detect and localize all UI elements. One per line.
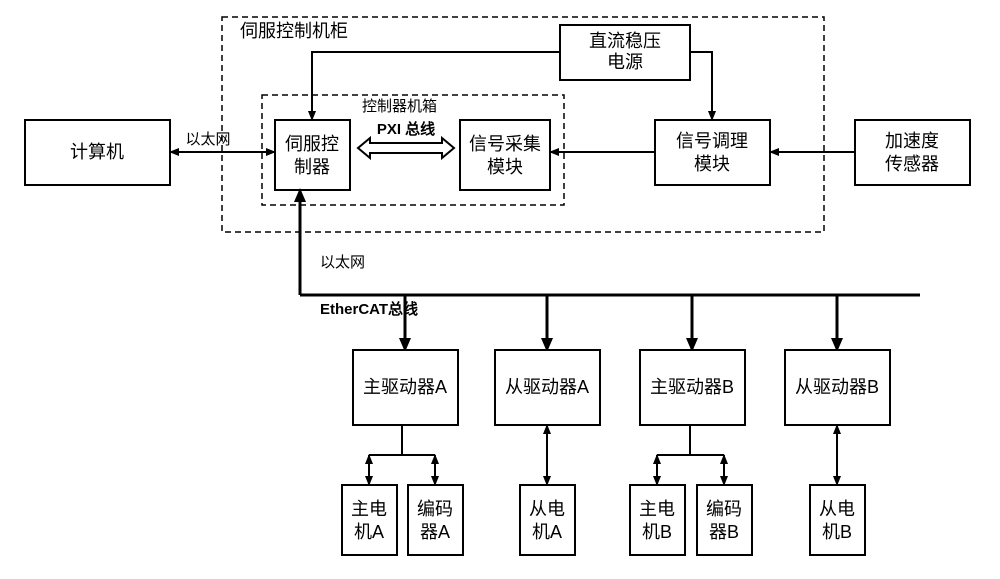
encoder-a-l1: 编码 — [417, 499, 453, 519]
slave-motor-a-box — [520, 485, 575, 555]
sig-acq-l2: 模块 — [487, 157, 523, 177]
encoder-a-l2: 器A — [420, 522, 450, 542]
main-drv-b-label: 主驱动器B — [650, 377, 734, 397]
ethercat-label: EtherCAT总线 — [320, 300, 418, 318]
dc-to-sigcond — [690, 52, 712, 120]
dc-power-l2: 电源 — [607, 52, 643, 72]
slave-motor-b-l1: 从电 — [819, 499, 855, 519]
servo-l2: 制器 — [294, 157, 330, 177]
main-motor-b-l1: 主电 — [639, 499, 675, 519]
main-motor-b-l2: 机B — [642, 522, 672, 542]
pxi-label: PXI 总线 — [377, 120, 435, 138]
encoder-b-l1: 编码 — [706, 499, 742, 519]
computer-label: 计算机 — [70, 142, 124, 162]
accel-l1: 加速度 — [885, 131, 939, 151]
servo-box — [275, 120, 350, 190]
slave-motor-a-l2: 机A — [532, 522, 562, 542]
main-motor-b-box — [630, 485, 685, 555]
slave-motor-b-l2: 机B — [822, 522, 852, 542]
accel-box — [855, 120, 970, 185]
pxi-bus-arrow — [358, 138, 454, 158]
sig-cond-box — [655, 120, 770, 185]
slave-drv-b-label: 从驱动器B — [795, 377, 879, 397]
slave-motor-b-box — [810, 485, 865, 555]
main-drv-a-label: 主驱动器A — [363, 377, 447, 397]
sig-acq-l1: 信号采集 — [469, 134, 541, 154]
servo-l1: 伺服控 — [285, 134, 339, 154]
ethernet2-label: 以太网 — [320, 254, 365, 271]
slave-drv-a-label: 从驱动器A — [505, 377, 589, 397]
slave-motor-a-l1: 从电 — [529, 499, 565, 519]
main-motor-a-l2: 机A — [354, 522, 384, 542]
ethernet-label: 以太网 — [185, 131, 230, 148]
accel-l2: 传感器 — [885, 154, 939, 174]
main-motor-a-box — [342, 485, 397, 555]
main-motor-a-l1: 主电 — [351, 499, 387, 519]
encoder-b-box — [697, 485, 752, 555]
sig-acq-box — [460, 120, 550, 190]
encoder-a-box — [408, 485, 463, 555]
dc-power-l1: 直流稳压 — [589, 31, 661, 51]
sig-cond-l1: 信号调理 — [676, 131, 748, 151]
cabinet-label: 伺服控制机柜 — [240, 21, 348, 41]
chassis-label: 控制器机箱 — [362, 98, 437, 115]
sig-cond-l2: 模块 — [694, 154, 730, 174]
encoder-b-l2: 器B — [709, 522, 739, 542]
